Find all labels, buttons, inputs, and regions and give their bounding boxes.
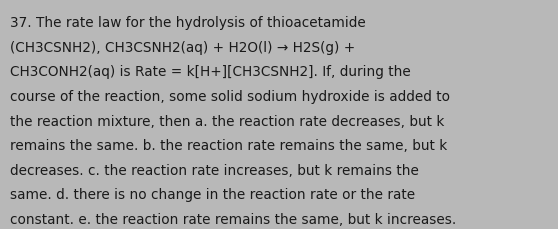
- Text: CH3CONH2(aq) is Rate = k[H+][CH3CSNH2]. If, during the: CH3CONH2(aq) is Rate = k[H+][CH3CSNH2]. …: [10, 65, 411, 79]
- Text: course of the reaction, some solid sodium hydroxide is added to: course of the reaction, some solid sodiu…: [10, 90, 450, 104]
- Text: same. d. there is no change in the reaction rate or the rate: same. d. there is no change in the react…: [10, 188, 415, 202]
- Text: the reaction mixture, then a. the reaction rate decreases, but k: the reaction mixture, then a. the reacti…: [10, 114, 444, 128]
- Text: (CH3CSNH2), CH3CSNH2(aq) + H2O(l) → H2S(g) +: (CH3CSNH2), CH3CSNH2(aq) + H2O(l) → H2S(…: [10, 41, 355, 55]
- Text: remains the same. b. the reaction rate remains the same, but k: remains the same. b. the reaction rate r…: [10, 139, 448, 153]
- Text: decreases. c. the reaction rate increases, but k remains the: decreases. c. the reaction rate increase…: [10, 163, 419, 177]
- Text: constant. e. the reaction rate remains the same, but k increases.: constant. e. the reaction rate remains t…: [10, 212, 456, 226]
- Text: 37. The rate law for the hydrolysis of thioacetamide: 37. The rate law for the hydrolysis of t…: [10, 16, 366, 30]
